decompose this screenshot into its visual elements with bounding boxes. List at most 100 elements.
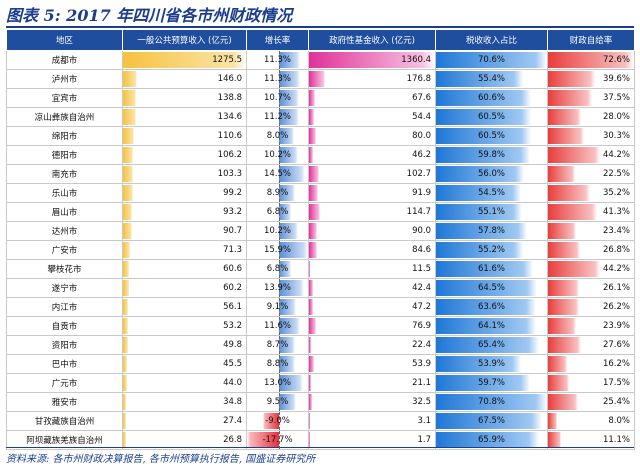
table-row: 南充市 103.3 14.5% 102.7 56.0% 22.5%	[6, 164, 635, 184]
growth-rate-value: 6.8%	[266, 264, 289, 274]
tax-share-cell: 67.5%	[435, 411, 548, 431]
table-row: 绵阳市 110.6 8.0% 80.0 60.5% 30.3%	[6, 126, 635, 146]
growth-rate-bar	[279, 337, 295, 353]
fund-revenue-cell: 32.5	[308, 392, 436, 412]
region-cell: 德阳市	[6, 145, 123, 165]
growth-rate-cell: 9.5%	[246, 392, 309, 412]
budget-revenue-bar	[123, 394, 127, 410]
tax-share-bar	[436, 128, 531, 144]
fund-revenue-bar	[309, 52, 435, 68]
table-row: 成都市 1275.5 11.3% 1360.4 70.6% 72.6%	[6, 50, 635, 70]
fund-revenue-value: 102.7	[406, 169, 431, 179]
tax-share-value: 53.9%	[477, 359, 505, 369]
growth-rate-cell: 8.0%	[246, 126, 309, 146]
growth-rate-value: 10.7%	[263, 93, 291, 103]
growth-rate-cell: 8.8%	[246, 354, 309, 374]
fund-revenue-value: 47.2	[412, 302, 431, 312]
region-cell: 甘孜藏族自治州	[6, 411, 123, 431]
figure-title: 图表 5: 2017 年四川省各市州财政情况	[6, 6, 293, 25]
fund-revenue-bar	[309, 166, 319, 182]
budget-revenue-cell: 110.6	[122, 126, 247, 146]
table-row: 乐山市 99.2 8.9% 91.9 54.5% 35.2%	[6, 183, 635, 203]
growth-zero-axis	[279, 165, 281, 183]
growth-rate-cell: 8.9%	[246, 183, 309, 203]
growth-rate-cell: 13.9%	[246, 278, 309, 298]
tax-share-value: 63.6%	[477, 302, 505, 312]
table-row: 泸州市 146.0 11.3% 176.8 55.4% 39.6%	[6, 69, 635, 89]
table-row: 凉山彝族自治州 134.6 11.2% 54.4 60.5% 28.0%	[6, 107, 635, 127]
budget-revenue-cell: 27.4	[122, 411, 247, 431]
growth-zero-axis	[279, 203, 281, 221]
growth-rate-bar	[279, 128, 294, 144]
self-sufficiency-bar	[548, 413, 558, 429]
fiscal-table: 地区 一般公共预算收入 (亿元) 增长率 政府性基金收入 (亿元) 税收收入占比…	[6, 29, 635, 450]
fund-revenue-bar	[309, 318, 317, 334]
growth-rate-value: 11.2%	[263, 112, 291, 122]
budget-revenue-value: 26.8	[223, 435, 242, 445]
growth-rate-bar	[279, 147, 298, 163]
budget-revenue-value: 138.8	[217, 93, 242, 103]
tax-share-bar	[436, 204, 523, 220]
budget-revenue-cell: 26.8	[122, 430, 247, 450]
tax-share-bar	[436, 242, 523, 258]
fund-revenue-value: 53.9	[412, 359, 431, 369]
growth-rate-value: 13.9%	[263, 283, 291, 293]
self-sufficiency-value: 8.0%	[608, 416, 630, 426]
self-sufficiency-bar	[548, 318, 577, 334]
tax-share-bar	[436, 432, 540, 448]
table-row: 广安市 71.3 15.9% 84.6 55.2% 26.8%	[6, 240, 635, 260]
budget-revenue-bar	[123, 318, 129, 334]
budget-revenue-cell: 60.6	[122, 259, 247, 279]
region-cell: 广安市	[6, 240, 123, 260]
self-sufficiency-value: 27.6%	[602, 340, 630, 350]
self-sufficiency-cell: 41.3%	[547, 202, 635, 222]
table-row: 巴中市 45.5 8.8% 53.9 53.9% 16.2%	[6, 354, 635, 374]
growth-zero-axis	[279, 89, 281, 107]
budget-revenue-cell: 138.8	[122, 88, 247, 108]
tax-share-cell: 53.9%	[435, 354, 548, 374]
growth-rate-value: 8.9%	[266, 188, 289, 198]
table-row: 阿坝藏族羌族自治州 26.8 -17.7% 1.7 65.9% 11.1%	[6, 430, 635, 450]
growth-zero-axis	[279, 412, 281, 430]
self-sufficiency-value: 25.4%	[602, 397, 630, 407]
budget-revenue-bar	[123, 223, 132, 239]
self-sufficiency-value: 37.5%	[602, 93, 630, 103]
tax-share-cell: 59.8%	[435, 145, 548, 165]
growth-rate-value: 9.5%	[266, 397, 289, 407]
fund-revenue-cell: 3.1	[308, 411, 436, 431]
growth-zero-axis	[279, 184, 281, 202]
budget-revenue-value: 103.3	[217, 169, 242, 179]
tax-share-value: 60.6%	[477, 93, 505, 103]
tax-share-value: 60.5%	[477, 131, 505, 141]
self-sufficiency-value: 26.8%	[602, 245, 630, 255]
self-sufficiency-bar	[548, 128, 584, 144]
growth-rate-cell: 11.6%	[246, 316, 309, 336]
self-sufficiency-value: 35.2%	[602, 188, 630, 198]
fund-revenue-cell: 84.6	[308, 240, 436, 260]
growth-zero-axis	[279, 70, 281, 88]
fund-revenue-cell: 21.1	[308, 373, 436, 393]
fund-revenue-value: 84.6	[412, 245, 431, 255]
tax-share-value: 64.1%	[477, 321, 505, 331]
fund-revenue-value: 114.7	[406, 207, 431, 217]
fund-revenue-value: 54.4	[412, 112, 431, 122]
budget-revenue-value: 44.0	[223, 378, 242, 388]
region-cell: 雅安市	[6, 392, 123, 412]
self-sufficiency-cell: 8.0%	[547, 411, 635, 431]
budget-revenue-cell: 45.5	[122, 354, 247, 374]
fund-revenue-cell: 54.4	[308, 107, 436, 127]
fund-revenue-cell: 11.5	[308, 259, 436, 279]
growth-rate-cell: 11.3%	[246, 50, 309, 70]
tax-share-bar	[436, 318, 537, 334]
tax-share-value: 61.6%	[477, 264, 505, 274]
budget-revenue-bar	[123, 90, 137, 106]
fund-revenue-value: 76.9	[412, 321, 431, 331]
tax-share-value: 65.9%	[477, 435, 505, 445]
fund-revenue-bar	[309, 280, 313, 296]
budget-revenue-bar	[123, 204, 132, 220]
growth-rate-cell: 13.0%	[246, 373, 309, 393]
growth-rate-bar	[262, 413, 280, 429]
fund-revenue-bar	[309, 223, 318, 239]
table-row: 甘孜藏族自治州 27.4 -9.0% 3.1 67.5% 8.0%	[6, 411, 635, 431]
budget-revenue-cell: 56.1	[122, 297, 247, 317]
